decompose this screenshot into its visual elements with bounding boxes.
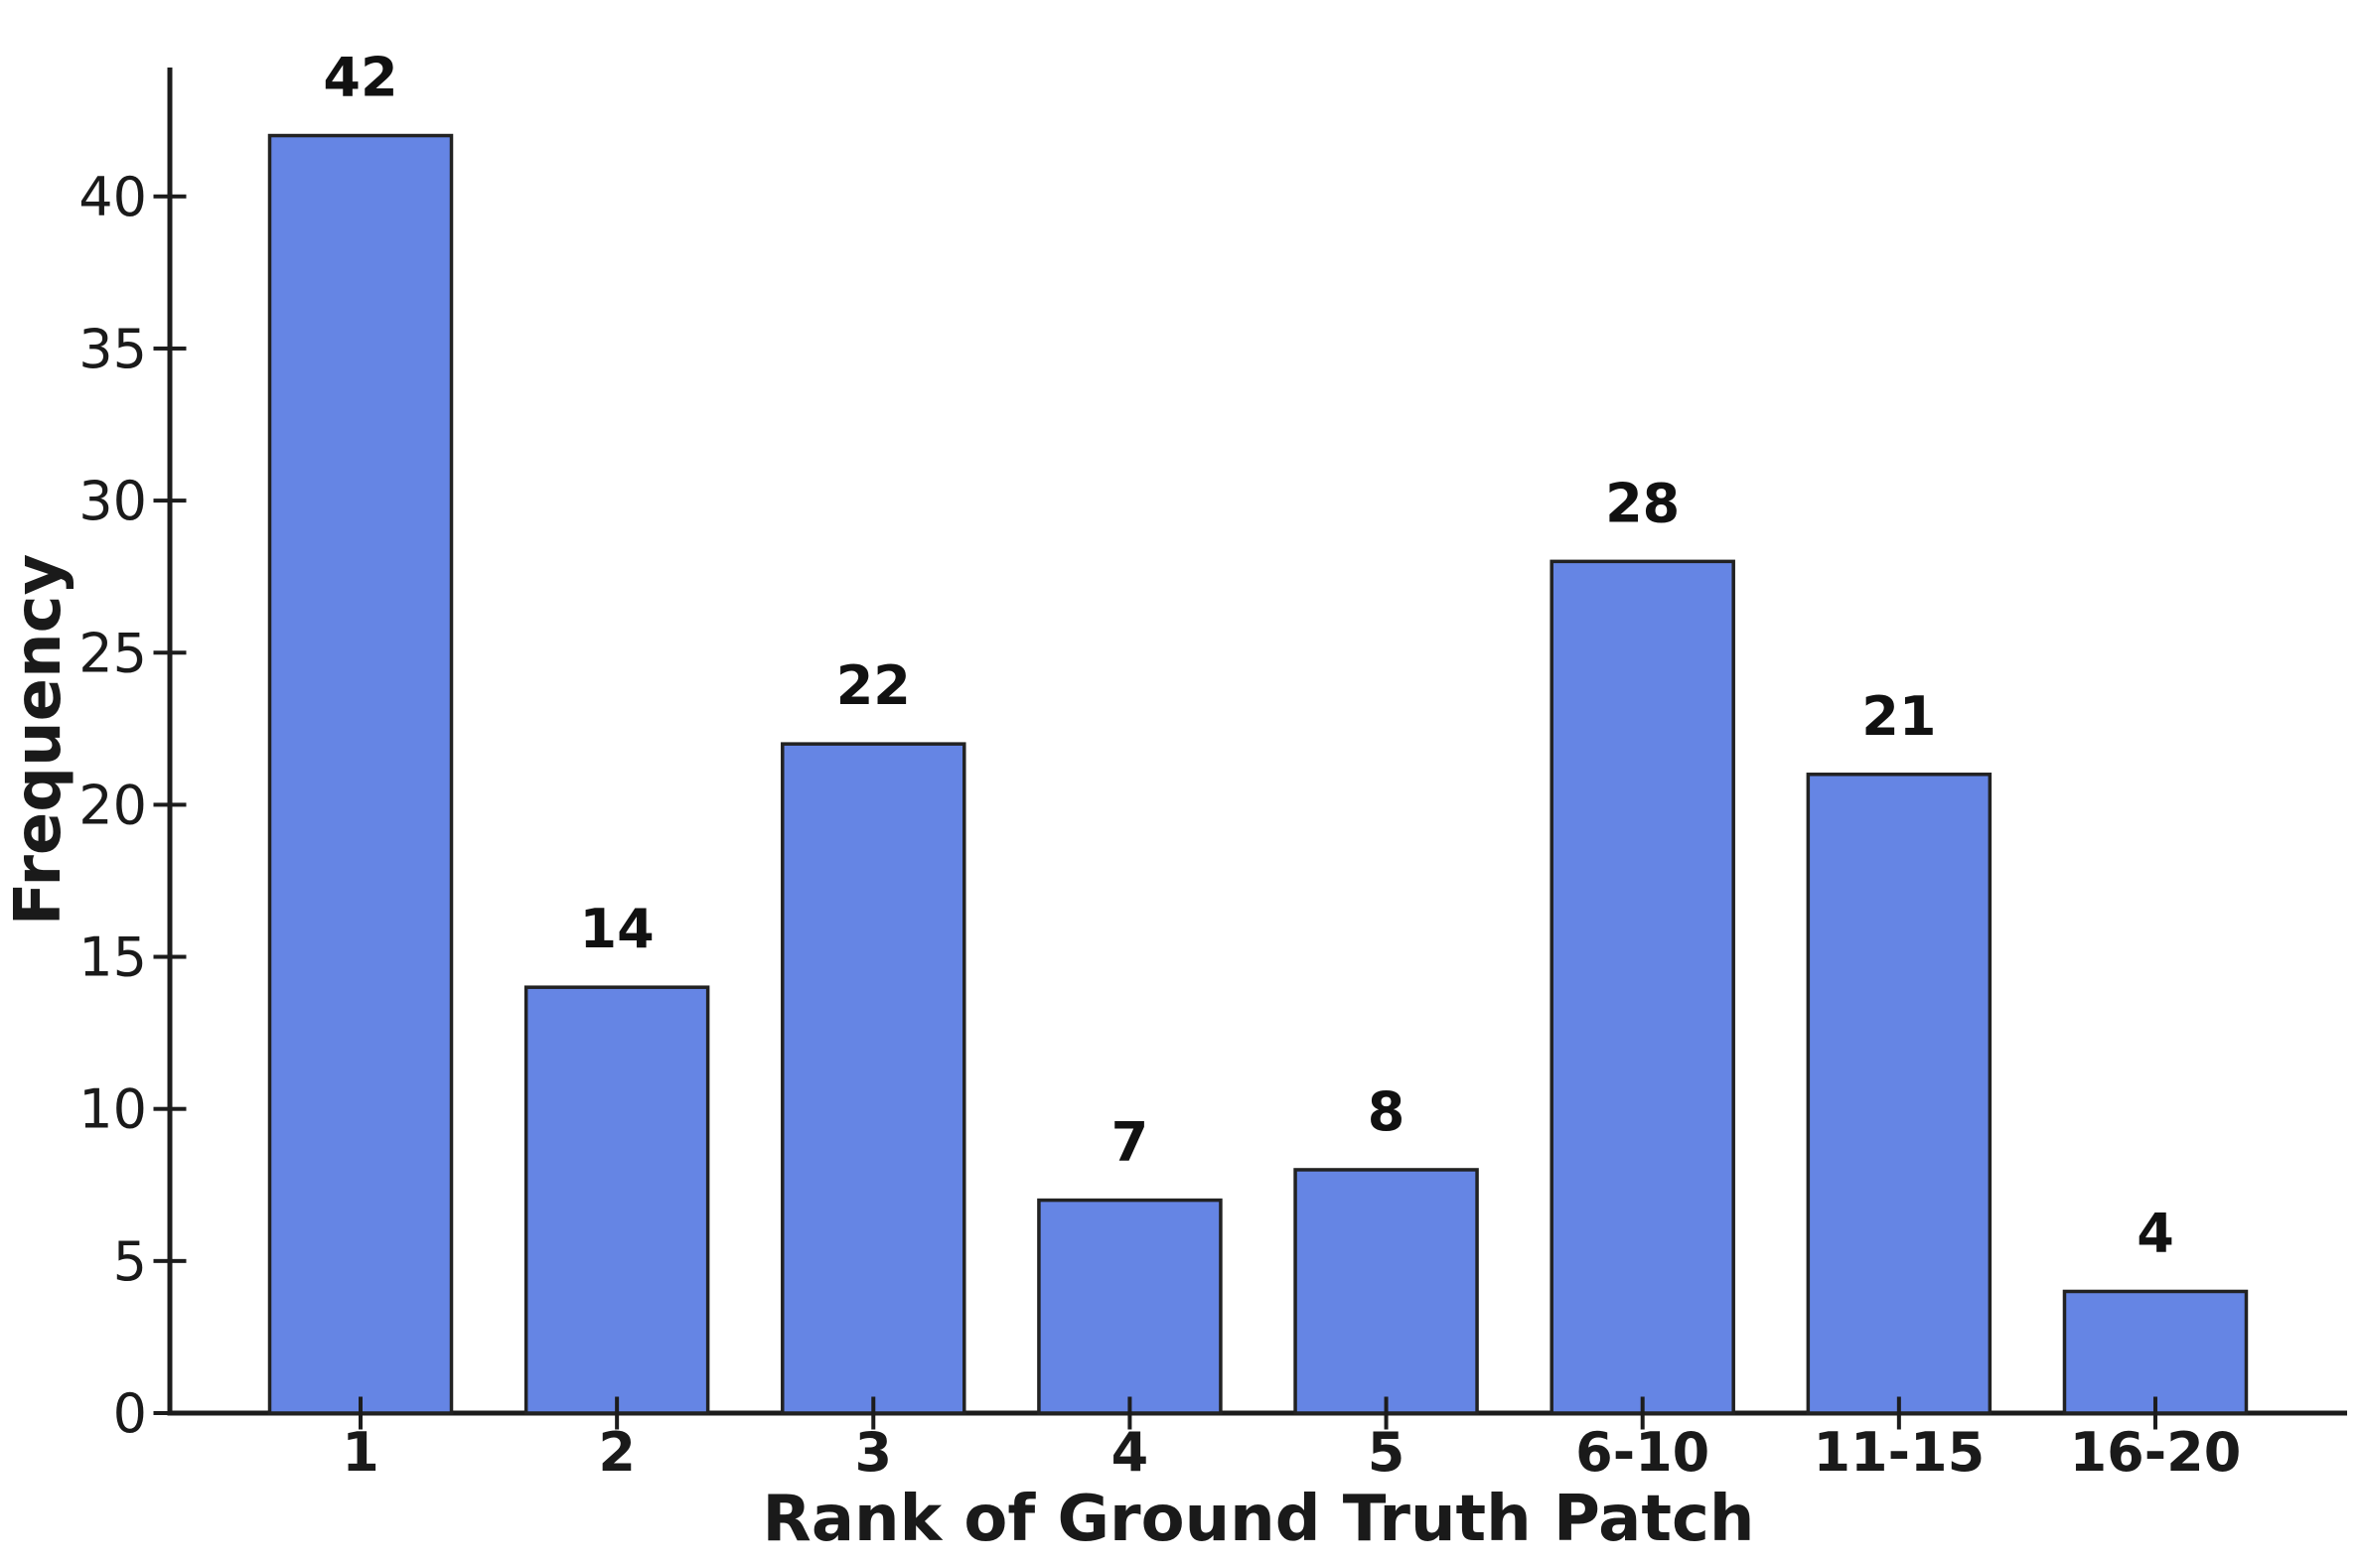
bar-value-label: 28: [1605, 472, 1680, 534]
bar-value-label: 14: [580, 898, 655, 960]
y-axis-spine: [167, 68, 173, 1416]
y-tick-label: 20: [78, 774, 147, 836]
y-tick-label: 40: [78, 166, 147, 228]
bar: [267, 133, 454, 1415]
y-tick-mark: [153, 1106, 187, 1111]
bar: [1037, 1198, 1223, 1415]
x-tick-mark: [1640, 1396, 1645, 1430]
bar: [781, 742, 966, 1415]
x-tick-label: 1: [342, 1421, 379, 1484]
y-tick-label: 15: [78, 927, 147, 989]
y-tick-label: 35: [78, 318, 147, 380]
plot-area: 051015202530354014221432247586-102811-15…: [78, 47, 2347, 1484]
x-tick-label: 4: [1111, 1421, 1149, 1484]
x-tick-mark: [871, 1396, 876, 1430]
y-tick-mark: [153, 194, 187, 199]
y-tick-mark: [153, 954, 187, 959]
y-tick-mark: [153, 346, 187, 351]
bar-value-label: 8: [1368, 1080, 1405, 1143]
bar: [2062, 1289, 2249, 1415]
x-tick-mark: [615, 1396, 620, 1430]
y-axis-label: Frequency: [2, 554, 75, 927]
x-tick-mark: [2152, 1396, 2157, 1430]
x-tick-mark: [1384, 1396, 1389, 1430]
y-tick-label: 5: [113, 1230, 147, 1293]
y-tick-label: 30: [78, 470, 147, 532]
bar: [1293, 1168, 1479, 1415]
x-axis-spine: [167, 1410, 2347, 1416]
bar-value-label: 4: [2137, 1202, 2174, 1264]
x-axis-label: Rank of Ground Truth Patch: [763, 1483, 1755, 1556]
bar-value-label: 7: [1111, 1111, 1149, 1174]
y-tick-mark: [153, 650, 187, 655]
bar: [523, 985, 710, 1415]
x-tick-label: 16-20: [2070, 1421, 2242, 1484]
bar-value-label: 21: [1861, 685, 1936, 748]
y-tick-mark: [153, 1258, 187, 1263]
x-tick-mark: [1127, 1396, 1132, 1430]
bar-value-label: 22: [836, 654, 911, 717]
bar: [1550, 559, 1735, 1415]
x-tick-label: 11-15: [1813, 1421, 1985, 1484]
y-tick-label: 10: [78, 1078, 147, 1141]
bar-value-label: 42: [323, 47, 397, 109]
y-tick-mark: [153, 499, 187, 503]
x-tick-label: 3: [854, 1421, 892, 1484]
bar: [1806, 773, 1993, 1415]
x-tick-label: 5: [1368, 1421, 1405, 1484]
y-tick-mark: [153, 802, 187, 807]
x-tick-mark: [1896, 1396, 1901, 1430]
y-tick-label: 0: [113, 1382, 147, 1445]
y-tick-label: 25: [78, 622, 147, 684]
y-tick-mark: [153, 1411, 187, 1415]
x-tick-label: 6-10: [1575, 1421, 1709, 1484]
x-tick-mark: [359, 1396, 363, 1430]
x-tick-label: 2: [598, 1421, 636, 1484]
